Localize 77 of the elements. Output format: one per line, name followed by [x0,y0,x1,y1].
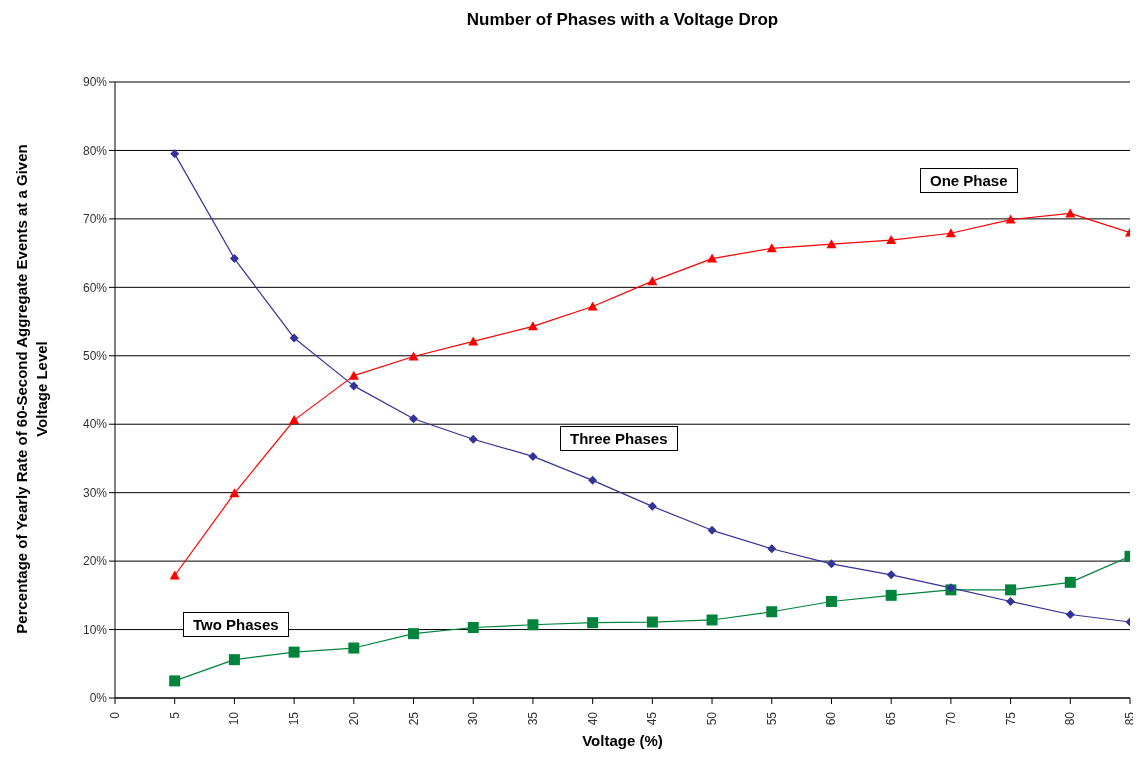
x-tick-label: 75 [1003,711,1018,726]
y-tick-label: 90% [82,75,108,90]
point [588,475,598,485]
point [945,228,956,238]
y-tick-label: 30% [82,485,108,500]
point [467,622,479,633]
point [1065,208,1076,218]
series-label: One Phase [920,168,1018,193]
point [468,336,479,346]
point [707,253,718,263]
chart-title: Number of Phases with a Voltage Drop [465,10,780,30]
x-tick-label: 50 [705,711,720,726]
point [707,525,717,535]
point [766,606,778,618]
x-tick-label: 15 [287,711,302,726]
x-tick-label: 0 [108,711,122,719]
y-tick-label: 50% [82,349,108,364]
series-label: Two Phases [183,612,289,637]
x-tick-label: 70 [943,711,958,726]
y-tick-label: 70% [82,212,108,227]
point [826,239,837,249]
y-tick-label: 80% [82,143,108,158]
point [1005,584,1017,596]
point [885,589,897,601]
point [886,235,897,245]
x-tick-label: 60 [824,711,839,726]
point [766,243,777,253]
point [1065,610,1075,619]
x-axis-title: Voltage (%) [581,732,664,749]
y-tick-label: 60% [82,280,108,295]
point [468,434,478,444]
point [528,451,538,461]
point [348,642,360,654]
point [825,595,837,607]
point [289,333,299,343]
point [408,351,419,361]
x-tick-label: 45 [645,711,660,726]
point [409,414,419,424]
y-tick-label: 0% [89,691,108,706]
y-tick-label: 20% [82,554,108,569]
point [349,381,359,391]
point [767,544,777,554]
point [229,488,240,498]
point [647,501,657,511]
point [229,254,239,264]
point [348,370,359,380]
x-tick-label: 25 [406,711,421,726]
x-tick-label: 20 [346,711,361,726]
point [288,646,300,658]
y-tick-label: 10% [82,622,108,637]
x-tick-label: 5 [167,711,182,719]
point [886,570,896,580]
x-tick-label: 10 [227,711,242,726]
x-tick-label: 55 [764,711,779,726]
point [289,415,300,425]
point [408,628,420,640]
point [706,614,718,626]
point [169,675,181,687]
point [170,149,180,159]
point [1006,596,1016,606]
x-tick-label: 35 [525,711,540,726]
series-label: Three Phases [560,426,678,451]
x-tick-label: 65 [884,711,899,726]
point [647,276,658,286]
point [1005,214,1016,224]
point [527,321,538,331]
point [826,559,836,569]
x-tick-label: 40 [585,711,600,726]
x-tick-label: 80 [1063,711,1078,726]
point [646,616,658,628]
point [527,619,539,631]
point [587,617,599,629]
point [1064,576,1076,588]
y-tick-label: 40% [82,417,108,432]
y-axis-title: Percentage of Yearly Rate of 60-Second Aggregate Events at a Given Voltage Level [12,143,51,636]
point [228,654,240,666]
x-tick-label: 30 [466,711,481,726]
